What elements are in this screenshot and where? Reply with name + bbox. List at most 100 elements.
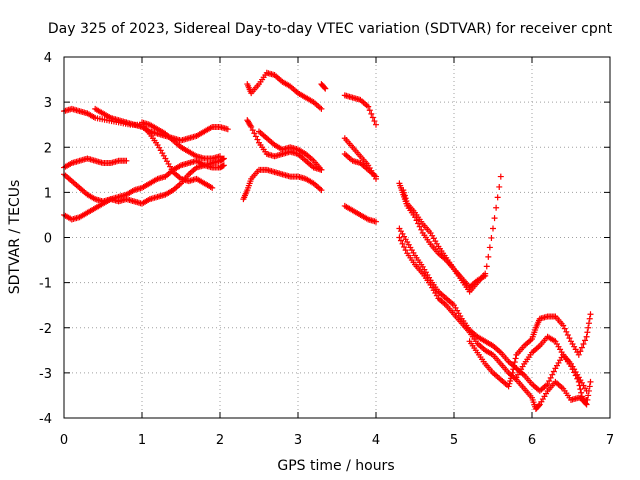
data-point [402, 247, 409, 254]
data-point [371, 118, 378, 125]
data-point [220, 162, 227, 169]
data-point [401, 243, 408, 250]
data-point [582, 400, 589, 407]
data-point [318, 105, 325, 112]
data-point [488, 234, 495, 241]
data-point [318, 187, 325, 194]
y-tick-label: 4 [44, 51, 52, 66]
data-point [576, 382, 583, 389]
data-point [399, 240, 406, 247]
data-point [585, 324, 592, 331]
grid-lines [64, 57, 610, 418]
data-point [220, 155, 227, 162]
data-point [507, 375, 514, 382]
data-point [583, 401, 590, 408]
series-sat-e [92, 105, 231, 144]
data-point [396, 234, 403, 241]
series-sat-j [256, 128, 325, 173]
data-point [400, 187, 407, 194]
data-point [373, 173, 379, 180]
data-point [586, 383, 593, 390]
data-point [578, 344, 585, 351]
data-point [566, 335, 573, 342]
data-point [574, 375, 581, 382]
data-point [578, 393, 585, 400]
series-sat-b [61, 155, 130, 171]
data-point [584, 329, 591, 336]
data-point [373, 121, 379, 128]
chart-title: Day 325 of 2023, Sidereal Day-to-day VTE… [48, 21, 613, 37]
data-point [373, 218, 379, 225]
data-point [248, 123, 255, 130]
y-axis-label: SDTVAR / TECUs [7, 180, 23, 295]
data-point [369, 114, 376, 121]
data-point [321, 84, 328, 91]
data-point [585, 387, 592, 394]
data-point [580, 340, 587, 347]
y-tick-label: -2 [39, 322, 52, 337]
x-tick-label: 5 [450, 433, 458, 448]
x-tick-label: 6 [528, 433, 536, 448]
data-point [547, 374, 554, 381]
data-point [584, 396, 591, 403]
data-point [483, 263, 490, 270]
axis-ticks: 0 1 2 3 4 5 6 7 -4 -3 -2 -1 0 1 2 3 4 [39, 51, 614, 448]
data-point [217, 153, 223, 160]
data-point [123, 157, 130, 164]
series-sat-k [318, 81, 329, 92]
data-point [549, 371, 556, 378]
series-sat-d [61, 157, 227, 223]
y-tick-label: 2 [44, 141, 52, 156]
data-point [550, 368, 557, 375]
data-point [569, 366, 576, 373]
data-point [577, 348, 584, 355]
data-point [510, 366, 517, 373]
series-sat-m [341, 135, 379, 182]
plot-frame [63, 56, 611, 419]
series-sat-i [244, 69, 325, 112]
data-point [490, 225, 496, 232]
data-point [401, 189, 408, 196]
data-point [209, 184, 216, 191]
series-sat-o [341, 202, 379, 225]
data-point [564, 331, 571, 338]
data-point [402, 195, 409, 202]
series-sat-q [400, 187, 489, 295]
data-point [575, 378, 582, 385]
data-point [251, 130, 258, 137]
data-point [561, 325, 568, 332]
data-point [368, 110, 375, 117]
data-point [585, 392, 592, 399]
series-sat-n [341, 151, 379, 180]
data-point [403, 197, 410, 204]
data-point [512, 355, 519, 362]
data-point [366, 107, 373, 114]
data-point [497, 173, 504, 180]
data-point [511, 362, 518, 369]
data-point [544, 381, 551, 388]
data-point [511, 359, 518, 366]
data-point [582, 337, 589, 344]
x-tick-label: 2 [216, 433, 224, 448]
y-tick-label: -1 [39, 277, 52, 292]
data-point [494, 194, 501, 201]
data-point [416, 223, 423, 230]
x-tick-label: 3 [294, 433, 302, 448]
data-point [252, 133, 259, 140]
x-tick-label: 0 [60, 433, 68, 448]
data-point [585, 320, 592, 327]
data-points [61, 69, 594, 412]
data-point [583, 333, 590, 340]
data-point [365, 103, 372, 110]
data-point [505, 383, 512, 390]
data-point [578, 389, 585, 396]
x-tick-label: 1 [138, 433, 146, 448]
data-point [571, 369, 578, 376]
data-point [486, 244, 493, 251]
x-axis-label: GPS time / hours [277, 458, 394, 474]
series-sat-p [396, 173, 504, 291]
x-tick-label: 4 [372, 433, 380, 448]
y-tick-label: 0 [44, 232, 52, 247]
y-tick-label: 3 [44, 96, 52, 111]
